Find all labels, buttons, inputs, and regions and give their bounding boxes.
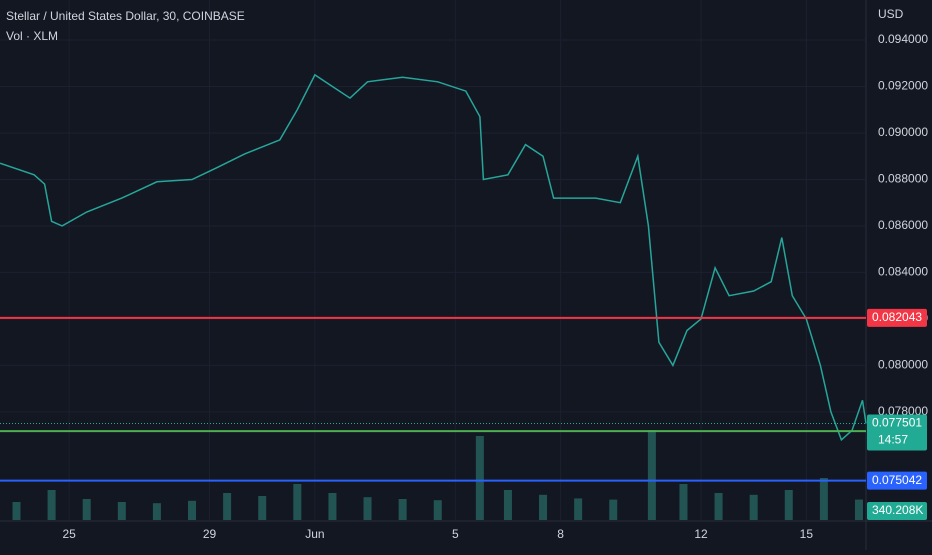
volume-bar xyxy=(398,499,407,520)
volume-bar xyxy=(854,499,863,520)
x-tick-label: 8 xyxy=(557,527,564,541)
x-tick-label: 25 xyxy=(62,527,76,541)
subtitle: Vol · XLM xyxy=(6,29,58,43)
volume-bar xyxy=(647,430,656,520)
volume-tag xyxy=(867,502,927,520)
price-tag-label: 0.077501 xyxy=(872,416,922,430)
volume-bar xyxy=(258,496,267,520)
price-tag xyxy=(867,414,927,451)
y-tick-label: 0.086000 xyxy=(878,218,928,232)
volume-bar xyxy=(152,503,161,520)
x-tick-label: 12 xyxy=(694,527,708,541)
volume-bar xyxy=(12,502,21,520)
price-tag-label: 0.075042 xyxy=(872,473,922,487)
volume-bar xyxy=(819,478,828,520)
volume-bar xyxy=(47,490,56,520)
volume-bar xyxy=(609,499,618,520)
y-tick-label: 0.080000 xyxy=(878,358,928,372)
y-tick-label: 0.094000 xyxy=(878,32,928,46)
countdown: 14:57 xyxy=(878,433,908,447)
x-tick-label: Jun xyxy=(305,527,324,541)
y-tick-label: 0.092000 xyxy=(878,79,928,93)
y-unit: USD xyxy=(878,7,904,21)
volume-bar xyxy=(539,494,548,520)
chart-title: Stellar / United States Dollar, 30, COIN… xyxy=(6,9,245,23)
axes: 0.0780000.0800000.0820000.0840000.086000… xyxy=(62,32,928,541)
volume-bar xyxy=(328,493,337,520)
volume-bar xyxy=(749,494,758,520)
y-tick-label: 0.084000 xyxy=(878,265,928,279)
x-tick-label: 15 xyxy=(800,527,814,541)
volume-bar xyxy=(433,500,442,520)
volume-bar xyxy=(679,484,688,520)
plot xyxy=(0,73,867,482)
x-tick-label: 29 xyxy=(203,527,217,541)
volume-bar xyxy=(503,490,512,520)
volume-bar xyxy=(82,499,91,520)
volume-bar xyxy=(363,497,372,520)
y-tick-label: 0.090000 xyxy=(878,125,928,139)
volume-bar xyxy=(574,498,583,520)
volume-bar xyxy=(188,500,197,520)
volume-bar xyxy=(117,502,126,520)
price-tag xyxy=(867,471,927,490)
price-tag-label: 0.082043 xyxy=(872,310,922,324)
price-tag xyxy=(867,308,927,327)
volume-bar xyxy=(784,490,793,520)
volume-tag-label: 340.208K xyxy=(872,503,923,517)
volume-bar xyxy=(223,493,232,520)
x-tick-label: 5 xyxy=(452,527,459,541)
y-tick-label: 0.088000 xyxy=(878,172,928,186)
price-line xyxy=(0,73,867,442)
volume-bar xyxy=(714,493,723,520)
volume-bar xyxy=(475,436,484,520)
volume xyxy=(12,430,863,520)
volume-bar xyxy=(293,484,302,520)
